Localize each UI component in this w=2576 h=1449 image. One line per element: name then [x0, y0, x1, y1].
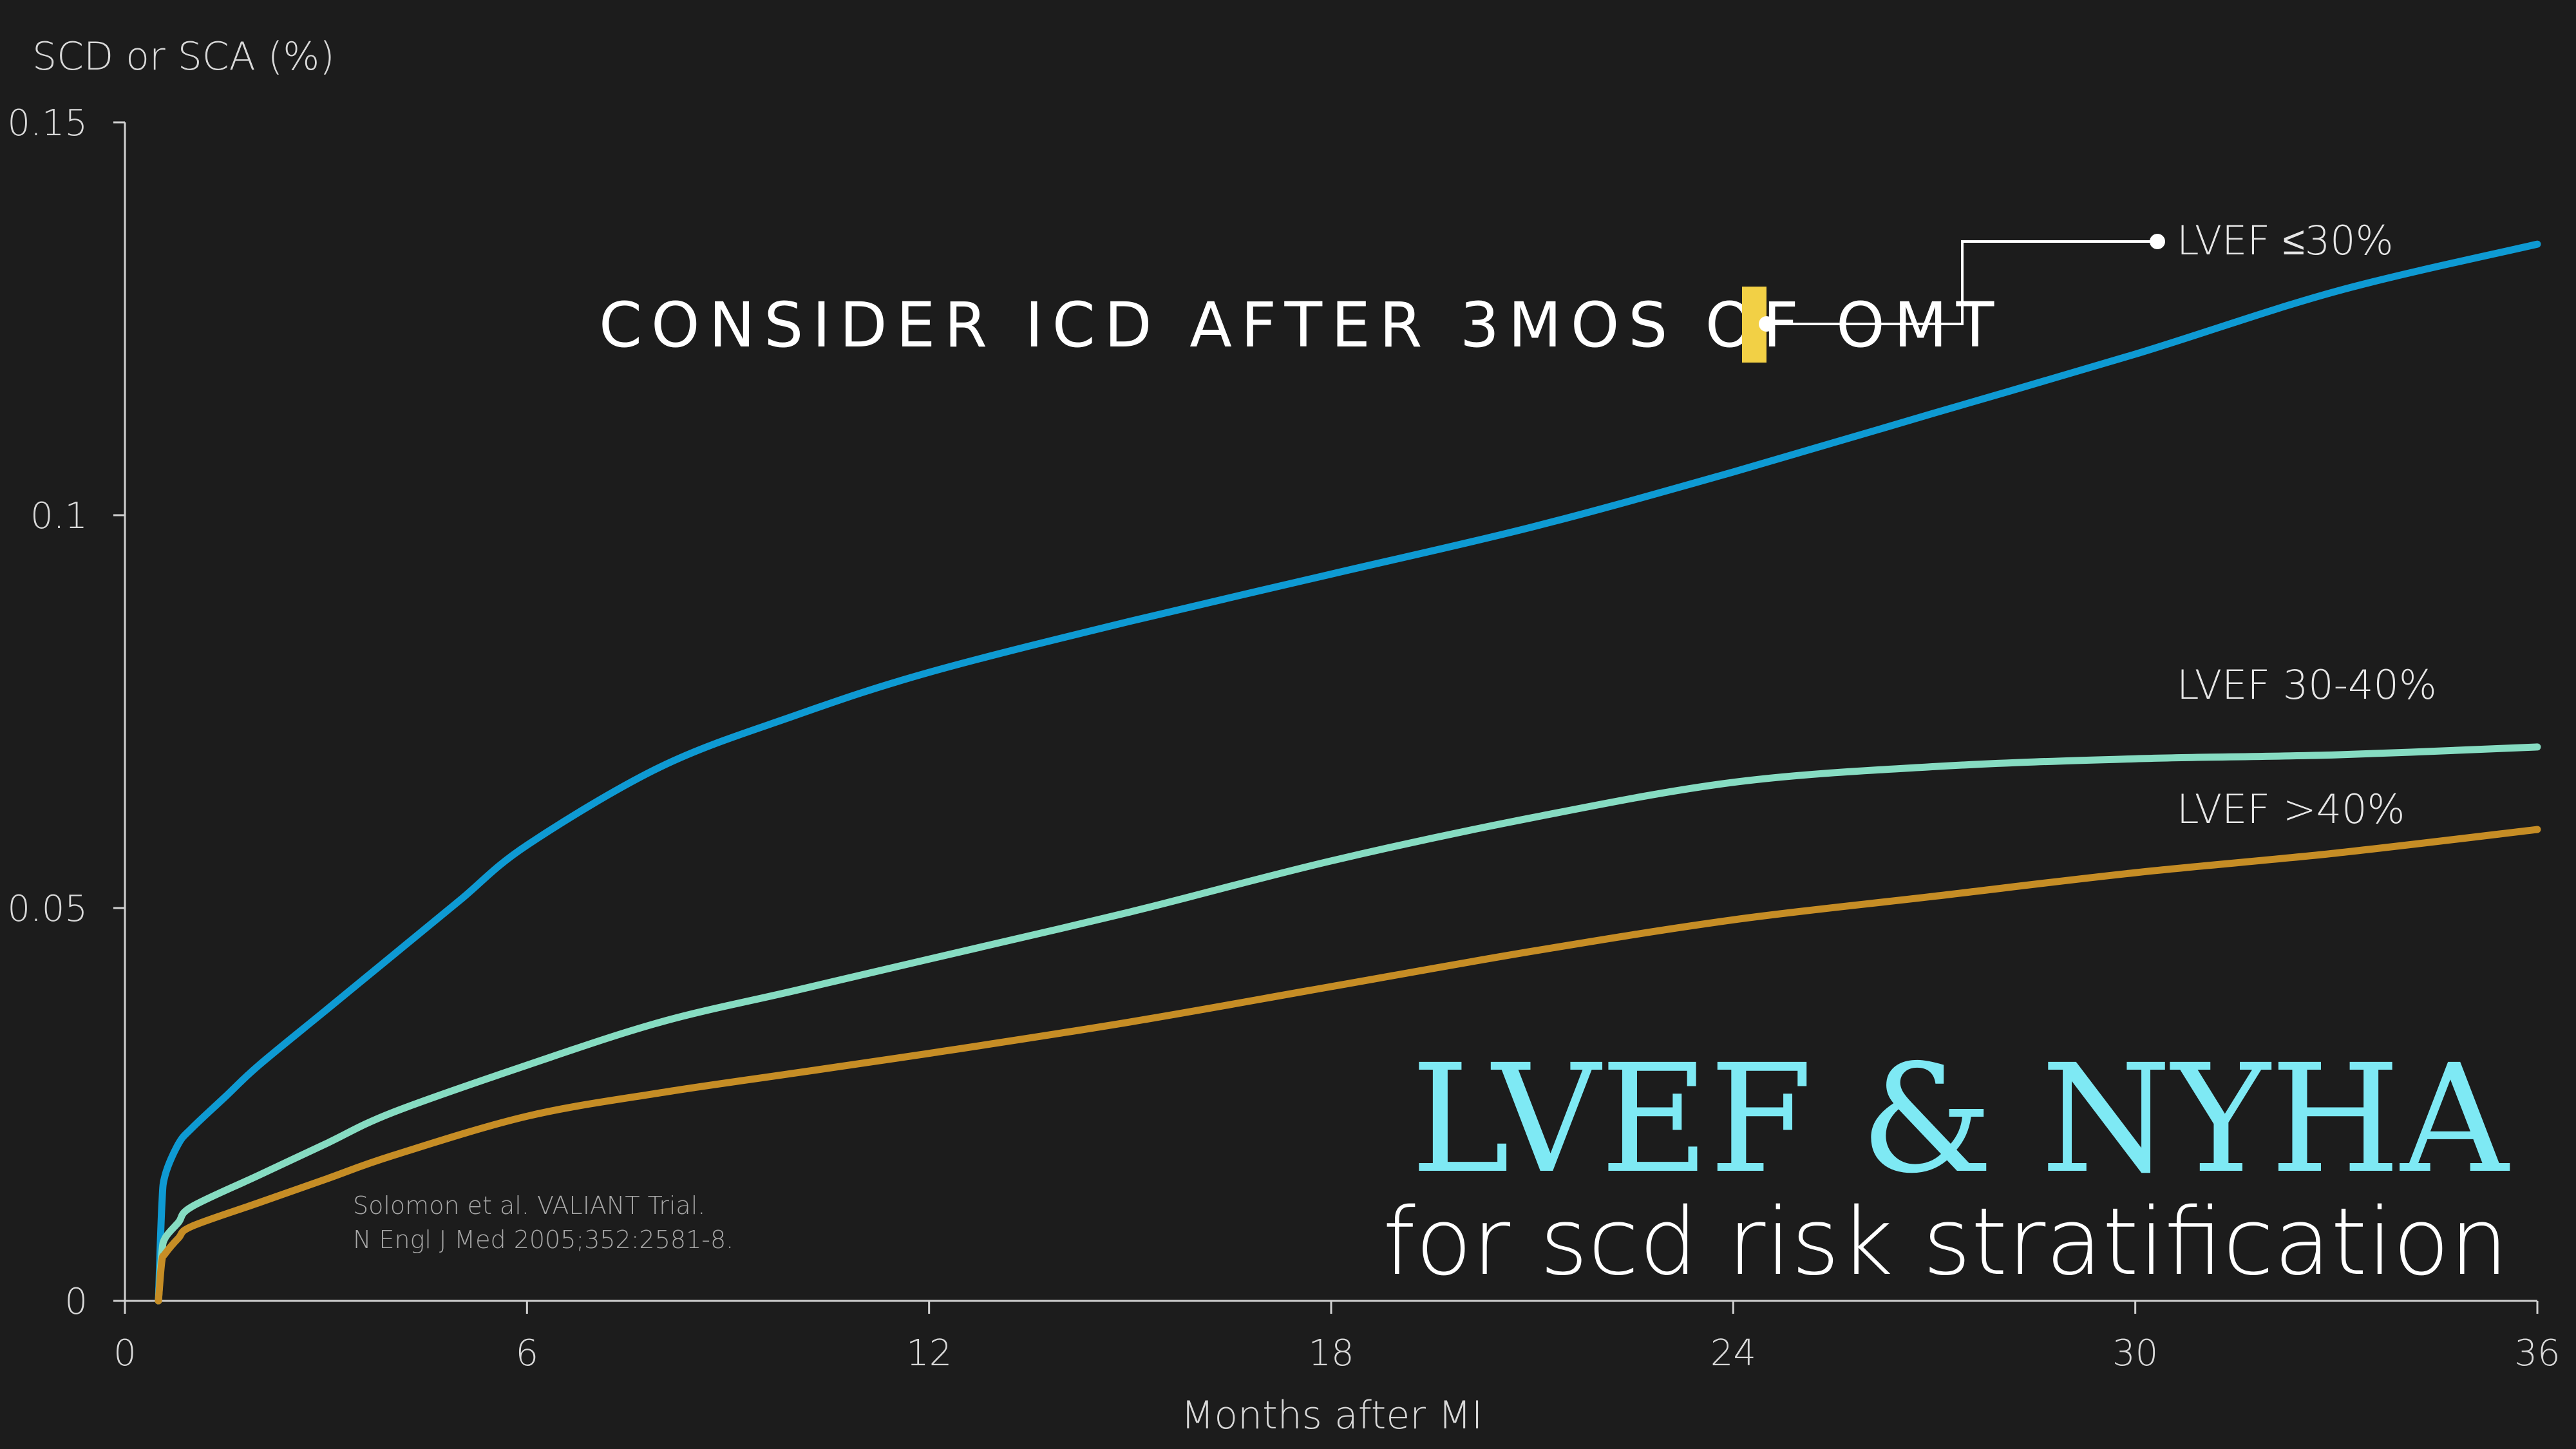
citation-line-1: Solomon et al. VALIANT Trial. — [353, 1191, 705, 1220]
callout-leader-dot-end — [2150, 234, 2165, 249]
series-line-lvef-gt40 — [155, 826, 2541, 1305]
x-axis-title: Months after MI — [1181, 1393, 1483, 1438]
x-tick-label: 36 — [2514, 1332, 2560, 1374]
y-tick-label: 0.1 — [30, 495, 88, 537]
series-line-lvef-30-40 — [155, 743, 2541, 1305]
series-label-lvef-le30: LVEF ≤30% — [2177, 217, 2394, 264]
series-group — [155, 240, 2541, 1305]
series-line-lvef-le30 — [155, 240, 2541, 1305]
x-tick-label: 0 — [113, 1332, 137, 1374]
x-tick-label: 6 — [516, 1332, 539, 1374]
y-tick-label: 0.15 — [7, 102, 88, 144]
series-label-lvef-gt40: LVEF >40% — [2177, 786, 2405, 833]
y-tick-label: 0.05 — [7, 888, 88, 930]
x-tick-label: 12 — [906, 1332, 952, 1374]
headline-title: LVEF & NYHA — [1411, 1032, 2510, 1206]
x-ticks: 0 6 12 18 24 30 36 — [113, 1301, 2561, 1374]
callout-leader-dot-start — [1759, 316, 1774, 332]
x-tick-label: 24 — [1710, 1332, 1756, 1374]
callout-leader-line — [1766, 240, 2157, 325]
x-tick-label: 18 — [1308, 1332, 1354, 1374]
citation-line-2: N Engl J Med 2005;352:2581-8. — [353, 1226, 734, 1254]
y-ticks: 0 0.05 0.1 0.15 — [7, 102, 125, 1323]
series-label-lvef-30-40: LVEF 30-40% — [2177, 661, 2437, 708]
y-tick-label: 0 — [64, 1281, 88, 1323]
headline-subtitle: for scd risk stratification — [1383, 1188, 2508, 1296]
y-axis-title: SCD or SCA (%) — [32, 34, 335, 79]
x-tick-label: 30 — [2112, 1332, 2158, 1374]
